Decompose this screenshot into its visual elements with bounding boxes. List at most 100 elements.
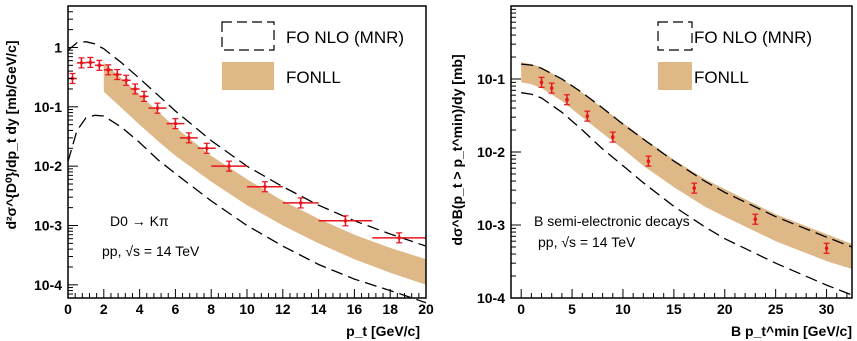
- data-point: [139, 90, 149, 102]
- data-marker: [298, 201, 303, 205]
- x-tick-label: 0: [64, 301, 72, 317]
- data-point: [130, 83, 140, 95]
- x-tick-label: 25: [768, 301, 784, 317]
- x-tick-label: 5: [568, 301, 576, 317]
- mnr-lower-curve: [67, 114, 427, 304]
- right-panel: 0 5 10 15 20 25 30 10-1 10-2 10-3 10-4 B p_t^min …: [449, 5, 853, 339]
- data-marker: [692, 186, 697, 190]
- x-tick-label: 16: [347, 301, 363, 317]
- data-point: [94, 59, 104, 71]
- x-tick-label: 20: [418, 301, 434, 317]
- data-point: [752, 213, 759, 225]
- fonll-band: [103, 62, 427, 285]
- y-ticks-left: 1 10-1 10-2 10-3 10-4: [34, 5, 78, 299]
- data-marker: [106, 68, 111, 72]
- data-marker: [187, 136, 191, 140]
- annotation-decay-right: B semi-electronic decays: [534, 213, 690, 229]
- data-point: [179, 132, 198, 144]
- x-tick-label: 8: [207, 301, 215, 317]
- legend-fonll-swatch-right: [658, 62, 692, 90]
- legend-left: FO NLO (MNR) FONLL: [221, 21, 404, 90]
- data-point: [645, 155, 652, 167]
- left-panel: 0 2 4 6 8 10 12 14 16 18 20 1 10-1 10-2 10-3 10-4 p_t …: [3, 5, 434, 339]
- x-tick-label: 12: [275, 301, 291, 317]
- data-point: [166, 118, 185, 130]
- data-marker: [343, 218, 348, 223]
- data-point: [85, 56, 95, 69]
- data-point: [563, 94, 570, 106]
- y-tick-label: 10-1: [34, 99, 62, 115]
- y-ticks-right: 10-1 10-2 10-3 10-4: [477, 5, 521, 306]
- data-marker: [263, 184, 267, 189]
- data-marker: [610, 135, 615, 139]
- y-tick-label: 10-4: [34, 277, 62, 293]
- data-points-left: [68, 56, 426, 244]
- annotation-energy-left: pp, √s = 14 TeV: [102, 243, 200, 259]
- data-marker: [97, 63, 102, 68]
- data-marker: [539, 80, 544, 85]
- data-marker: [753, 217, 758, 222]
- mnr-lower-curve: [521, 92, 853, 296]
- y-tick-label: 10-1: [477, 71, 505, 87]
- data-point: [823, 242, 830, 254]
- data-marker: [79, 61, 84, 65]
- data-marker: [397, 236, 401, 240]
- data-marker: [88, 60, 93, 65]
- x-tick-label: 20: [717, 301, 733, 317]
- data-marker: [646, 159, 651, 163]
- x-tick-label: 10: [615, 301, 631, 317]
- x-tick-label: 6: [172, 301, 180, 317]
- data-marker: [155, 106, 160, 110]
- y-tick-label: 10-4: [477, 290, 505, 306]
- fonll-band-left: [103, 62, 427, 285]
- data-marker: [824, 246, 829, 251]
- data-point: [76, 57, 86, 69]
- fonll-band: [521, 62, 852, 270]
- y-tick-label: 10-2: [477, 144, 505, 160]
- x-tick-label: 4: [136, 301, 144, 317]
- data-point: [318, 215, 373, 227]
- data-point: [584, 110, 591, 122]
- mnr-upper-curve: [521, 63, 853, 248]
- data-point: [691, 182, 698, 194]
- x-axis-title-right: B p_t^min [GeV/c]: [731, 323, 852, 339]
- legend-fonll-label-right: FONLL: [694, 68, 749, 87]
- y-tick-label: 10-2: [34, 158, 62, 174]
- data-marker: [227, 164, 231, 168]
- x-tick-label: 10: [239, 301, 255, 317]
- y-tick-label: 1: [54, 39, 62, 55]
- y-axis-title-left: d²σ^{D⁰}/dp_t dy [mb/GeV/c]: [3, 40, 19, 229]
- x-tick-label: 14: [311, 301, 327, 317]
- y-axis-title-right: dσ^B(p_t > p_t^min)/dy [mb]: [449, 54, 465, 245]
- data-point: [148, 102, 167, 114]
- data-marker: [585, 114, 590, 118]
- data-marker: [142, 94, 146, 99]
- data-point: [197, 142, 216, 154]
- x-axis-title-left: p_t [GeV/c]: [346, 323, 420, 339]
- fonll-band-right: [521, 62, 852, 270]
- data-marker: [133, 87, 137, 91]
- legend-mnr-swatch-left: [221, 21, 275, 51]
- legend-mnr-label-right: FO NLO (MNR): [694, 28, 812, 47]
- legend-mnr-label-left: FO NLO (MNR): [286, 28, 404, 47]
- data-points-right: [538, 76, 830, 254]
- x-tick-label: 30: [819, 301, 835, 317]
- legend-mnr-swatch-right: [657, 21, 693, 51]
- plot-frame-right: [510, 5, 853, 299]
- legend-fonll-swatch-left: [222, 62, 274, 90]
- mnr-upper-curve: [67, 41, 427, 247]
- data-point: [372, 232, 426, 244]
- data-marker: [565, 97, 569, 102]
- y-tick-label: 10-3: [34, 217, 62, 233]
- data-point: [282, 197, 319, 209]
- data-marker: [124, 78, 128, 83]
- data-marker: [173, 121, 178, 126]
- data-marker: [549, 86, 554, 90]
- x-tick-label: 15: [666, 301, 682, 317]
- data-marker: [204, 146, 209, 151]
- data-point: [112, 68, 122, 81]
- x-ticks-left: 0 2 4 6 8 10 12 14 16 18 20: [64, 289, 434, 317]
- data-point: [609, 131, 616, 143]
- data-point: [121, 74, 131, 86]
